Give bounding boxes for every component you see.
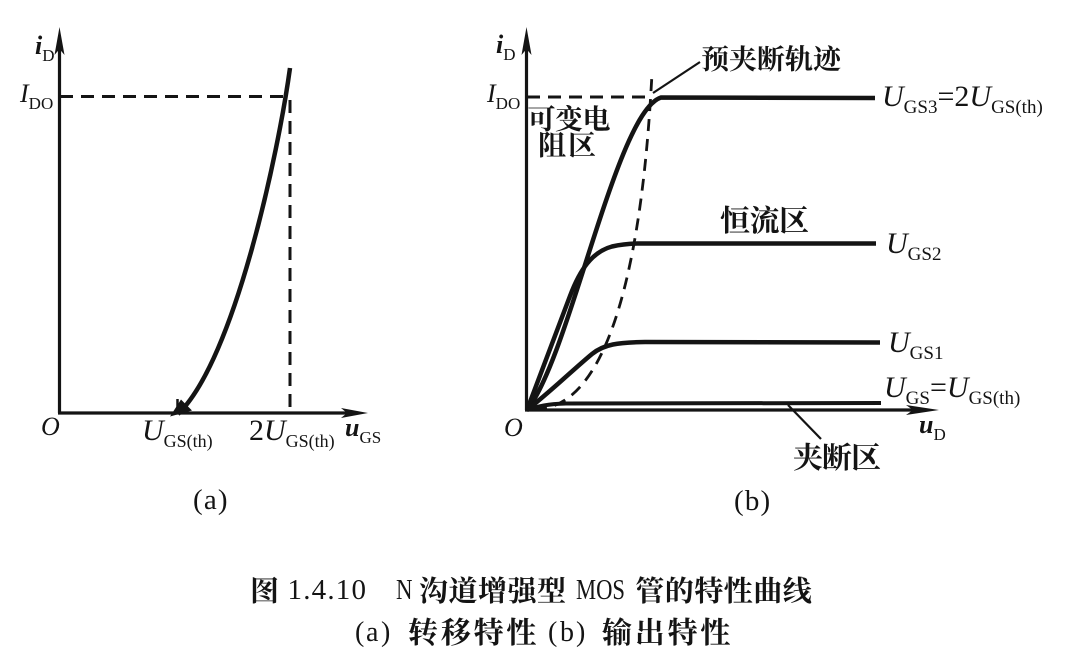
- svg-text:(a): (a): [193, 484, 229, 516]
- svg-text:iD: iD: [496, 30, 516, 64]
- svg-text:uGS: uGS: [345, 413, 381, 447]
- svg-text:O: O: [41, 412, 60, 441]
- svg-text:N: N: [396, 574, 413, 606]
- svg-text:UGS2: UGS2: [886, 227, 941, 265]
- svg-text:UGS1: UGS1: [888, 326, 943, 364]
- svg-text:(: (: [355, 617, 364, 648]
- svg-text:iD: iD: [35, 31, 55, 65]
- svg-text:(b): (b): [734, 485, 771, 517]
- svg-text:): ): [381, 617, 390, 648]
- svg-text:(: (: [548, 617, 557, 648]
- svg-text:): ): [576, 617, 585, 648]
- svg-text:uD: uD: [919, 410, 946, 444]
- svg-text:IDO: IDO: [19, 79, 53, 113]
- svg-text:UGS3=2UGS(th): UGS3=2UGS(th): [882, 80, 1043, 118]
- svg-text:2UGS(th): 2UGS(th): [249, 414, 335, 452]
- svg-text:O: O: [504, 413, 523, 442]
- svg-text:b: b: [560, 617, 574, 648]
- svg-text:UGS=UGS(th): UGS=UGS(th): [884, 371, 1020, 409]
- svg-text:IDO: IDO: [486, 79, 520, 113]
- svg-text:a: a: [366, 617, 379, 648]
- svg-text:1.4.10: 1.4.10: [288, 574, 367, 606]
- svg-text:UGS(th): UGS(th): [142, 414, 213, 452]
- svg-text:MOS: MOS: [576, 574, 625, 606]
